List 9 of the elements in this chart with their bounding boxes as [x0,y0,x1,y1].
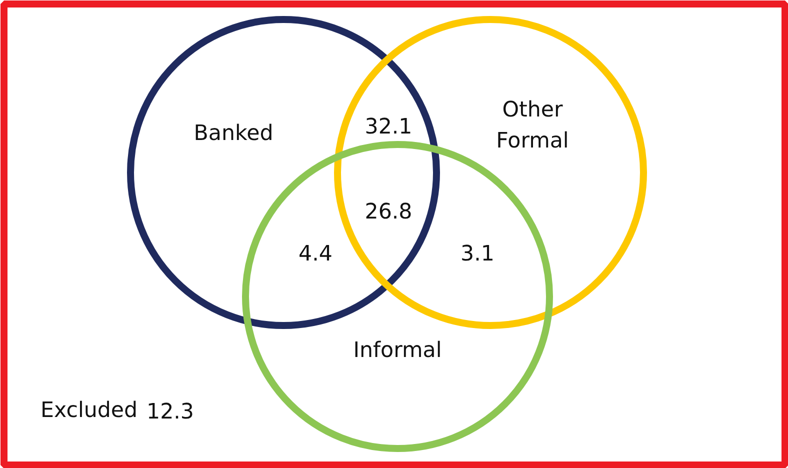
data-label: 12.3 [146,400,194,424]
data-label: 26.8 [364,200,412,224]
text: Informal [353,338,442,363]
text: Other Formal [496,97,569,154]
category-label: Excluded [40,398,138,423]
text: Banked [194,121,274,146]
data-label: 32.1 [364,114,412,140]
data-label: 4.4 [298,242,332,266]
data-label: 3.1 [460,242,494,266]
